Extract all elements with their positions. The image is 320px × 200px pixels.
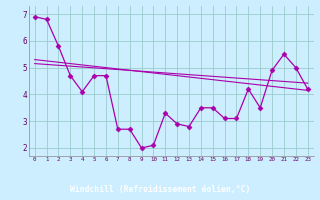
Text: Windchill (Refroidissement éolien,°C): Windchill (Refroidissement éolien,°C): [70, 185, 250, 194]
